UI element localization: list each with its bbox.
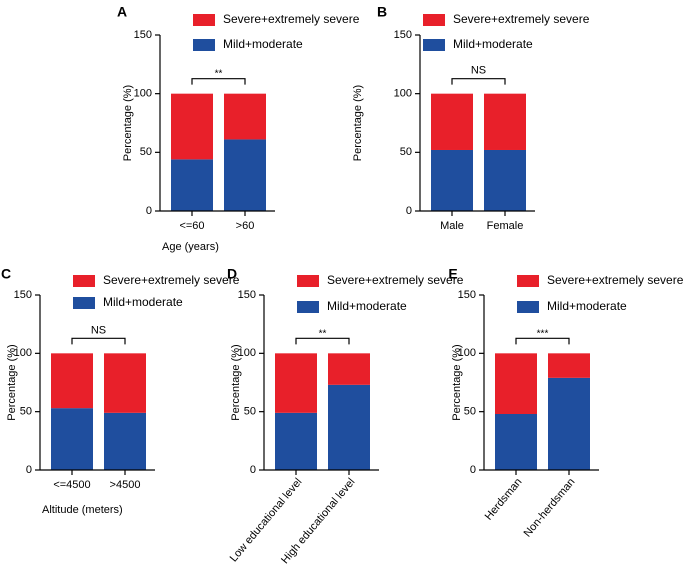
bar-mild-moderate-0 [51,408,93,470]
x-tick-label: Herdsman [483,476,525,523]
y-tick-label: 150 [394,29,412,41]
panel-b: B 0 50 100 150 Percentage (%) Male Female NS Seve… [352,4,590,232]
bar-severe-0 [171,93,213,160]
y-tick-label: 50 [464,406,476,418]
y-axis-title: Percentage (%) [230,344,242,420]
y-tick-label: 100 [458,347,476,359]
panel-a: A 0 50 100 150 Percentage (%) <=60 >60 Age (year… [117,4,360,253]
bar-mild-moderate-1 [484,149,526,211]
significance-bracket [295,337,350,345]
panel-letter: D [227,266,237,282]
legend-label-severe: Severe+extremely severe [327,273,464,287]
bar-mild-moderate-1 [104,412,146,470]
y-tick-label: 50 [244,406,256,418]
legend-swatch-mild-moderate [297,301,319,313]
panel-letter: C [1,266,11,282]
panel-letter: A [117,4,127,20]
bar-mild-moderate-0 [431,149,473,211]
bar-severe-1 [224,93,266,140]
y-tick-label: 0 [470,464,476,476]
bar-severe-1 [104,353,146,413]
x-axis-title: Age (years) [162,241,219,253]
legend-swatch-mild-moderate [517,301,539,313]
legend-swatch-severe [517,275,539,287]
bar-severe-0 [51,353,93,409]
bar-mild-moderate-0 [275,412,317,470]
y-tick-label: 150 [238,289,256,301]
legend-label-mild-moderate: Mild+moderate [327,299,407,313]
bar-severe-0 [495,353,537,414]
bar-severe-1 [548,353,590,378]
legend-label-mild-moderate: Mild+moderate [453,37,533,51]
significance-bracket [515,337,570,345]
significance-bracket [71,337,126,345]
legend-swatch-mild-moderate [193,39,215,51]
legend-label-mild-moderate: Mild+moderate [103,295,183,309]
panel-letter: E [448,266,457,282]
bar-severe-1 [484,93,526,150]
y-tick-label: 100 [238,347,256,359]
significance-label: *** [537,328,549,339]
bar-mild-moderate-1 [224,139,266,211]
bar-severe-0 [431,93,473,150]
x-tick-label: >4500 [110,479,141,491]
y-tick-label: 100 [14,347,32,359]
x-axis-title: Altitude (meters) [42,504,123,516]
legend-label-severe: Severe+extremely severe [453,12,590,26]
x-tick-label: <=60 [179,220,204,232]
bar-mild-moderate-0 [171,159,213,211]
significance-bracket [451,78,506,85]
y-tick-label: 100 [134,88,152,100]
significance-label: ** [215,69,223,80]
bar-mild-moderate-0 [495,414,537,470]
y-axis-title: Percentage (%) [451,344,463,420]
legend-label-severe: Severe+extremely severe [103,273,240,287]
x-tick-label: >60 [236,220,255,232]
bar-mild-moderate-1 [548,377,590,470]
y-tick-label: 50 [140,146,152,158]
legend-swatch-severe [297,275,319,287]
significance-label: NS [91,324,106,336]
bar-severe-1 [328,353,370,385]
y-tick-label: 50 [400,146,412,158]
legend-swatch-severe [193,14,215,26]
legend-swatch-mild-moderate [423,39,445,51]
legend-swatch-severe [73,275,95,287]
y-tick-label: 100 [394,88,412,100]
y-tick-label: 0 [250,464,256,476]
legend-swatch-mild-moderate [73,297,95,309]
legend-swatch-severe [423,14,445,26]
y-tick-label: 150 [14,289,32,301]
bar-mild-moderate-1 [328,384,370,470]
y-tick-label: 0 [406,205,412,217]
x-tick-label: Male [440,220,464,232]
significance-label: ** [319,328,327,339]
y-tick-label: 150 [134,29,152,41]
x-tick-label: Non-herdsman [522,476,578,539]
y-tick-label: 0 [146,205,152,217]
y-tick-label: 0 [26,464,32,476]
legend-label-severe: Severe+extremely severe [547,273,684,287]
legend-label-severe: Severe+extremely severe [223,12,360,26]
y-tick-label: 150 [458,289,476,301]
panel-e: E 0 50 100 150 Percentage (%) HerdsmanNon-herd… [448,266,683,540]
x-tick-label: Female [487,220,524,232]
significance-bracket [191,78,246,85]
legend-label-mild-moderate: Mild+moderate [547,299,627,313]
x-tick-label: <=4500 [53,479,90,491]
panel-letter: B [377,4,387,20]
significance-label: NS [471,65,486,77]
y-axis-title: Percentage (%) [122,85,134,161]
bar-severe-0 [275,353,317,413]
y-tick-label: 50 [20,406,32,418]
panel-c: C 0 50 100 150 Percentage (%) <=4500 >4500 Altit… [1,266,240,516]
legend-label-mild-moderate: Mild+moderate [223,37,303,51]
y-axis-title: Percentage (%) [6,344,18,420]
y-axis-title: Percentage (%) [352,85,364,161]
